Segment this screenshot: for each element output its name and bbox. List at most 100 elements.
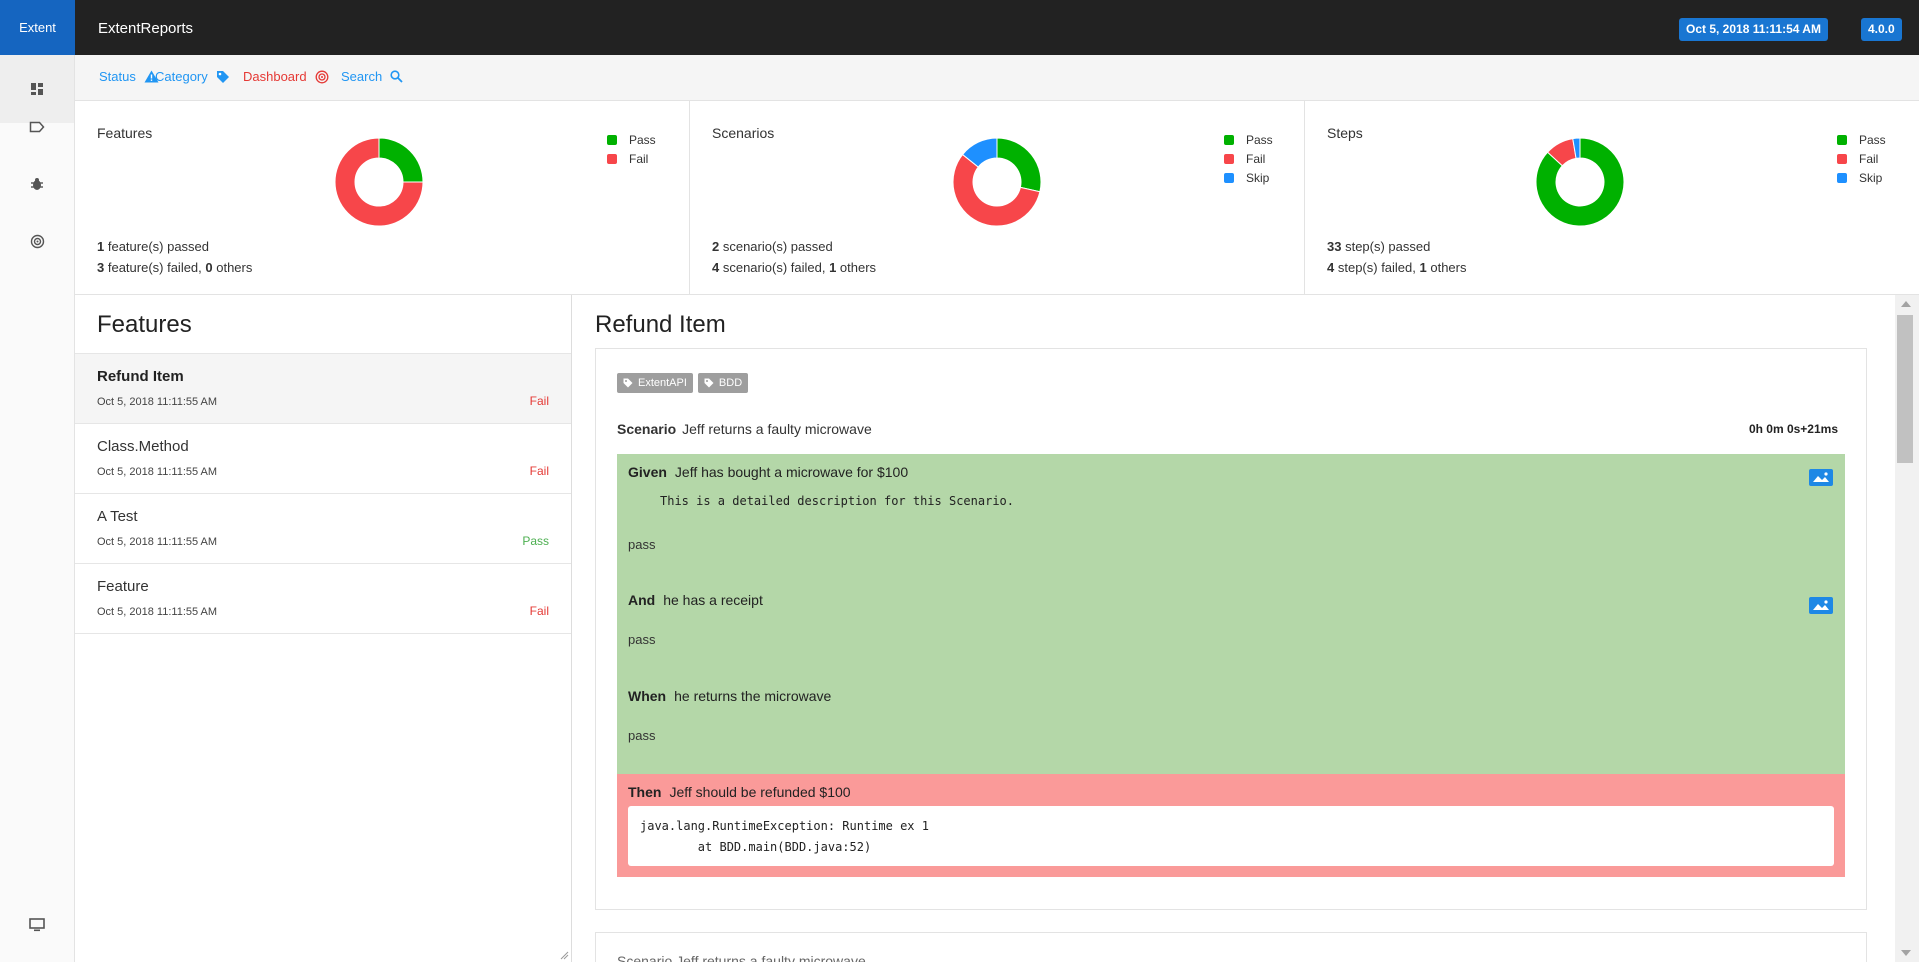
- sub-header: Status Category Dashboard Search: [75, 55, 1919, 101]
- dashboard-icon: [31, 83, 43, 95]
- nav-environment[interactable]: [0, 891, 74, 959]
- legend-fail: Fail: [1837, 149, 1886, 168]
- status-filter-label: Status: [99, 69, 136, 84]
- text: feature(s) passed: [104, 239, 210, 254]
- legend-skip-label: Skip: [1859, 170, 1883, 185]
- scroll-up-icon[interactable]: [1901, 301, 1911, 307]
- side-nav: [0, 55, 75, 962]
- dashboard-link[interactable]: Dashboard: [243, 69, 329, 84]
- steps-legend: Pass Fail Skip: [1837, 130, 1886, 187]
- features-list: Refund Item Oct 5, 2018 11:11:55 AM Fail…: [75, 353, 571, 634]
- pass-swatch: [1224, 134, 1234, 145]
- legend-pass: Pass: [607, 130, 656, 149]
- donut-slice-pass[interactable]: [378, 137, 424, 183]
- dashboard-row: Features Pass Fail 1 feature(s) passed 3…: [75, 101, 1919, 295]
- count: 1: [97, 239, 105, 254]
- legend-skip: Skip: [1224, 168, 1273, 187]
- list-item[interactable]: Refund Item Oct 5, 2018 11:11:55 AM Fail: [75, 354, 571, 424]
- donut-slice-pass[interactable]: [996, 137, 1042, 193]
- tag-icon: [29, 121, 45, 133]
- nav-dashboard[interactable]: [0, 55, 74, 123]
- page-scrollbar[interactable]: [1895, 295, 1919, 962]
- text: step(s) passed: [1341, 239, 1431, 254]
- scenario-name: Jeff returns a faulty microwave: [682, 421, 872, 437]
- features-donut: [334, 137, 424, 227]
- features-list-title: Features: [97, 311, 192, 338]
- tag-badge[interactable]: BDD: [697, 373, 749, 393]
- brand-logo[interactable]: Extent: [0, 0, 75, 55]
- scrollbar-thumb[interactable]: [1897, 315, 1913, 463]
- donut-slice-skip[interactable]: [961, 137, 998, 168]
- scenarios-failed-line: 4 scenario(s) failed, 1 others: [712, 260, 876, 275]
- nav-radar[interactable]: [0, 207, 74, 275]
- donut-slice-fail[interactable]: [952, 153, 1041, 227]
- step-log: pass: [628, 632, 656, 647]
- step-text: Jeff has bought a microwave for $100: [674, 464, 909, 480]
- status-filter[interactable]: Status: [99, 69, 159, 84]
- status-label: Fail: [529, 394, 549, 408]
- failed-step-block: Then Jeff should be refunded $100 java.la…: [617, 774, 1845, 877]
- list-item[interactable]: Feature Oct 5, 2018 11:11:55 AM Fail: [75, 564, 571, 634]
- donut-slice-pass[interactable]: [1535, 137, 1625, 227]
- tag-label: ExtentAPI: [638, 377, 687, 389]
- donut-slice-skip[interactable]: [1572, 137, 1581, 159]
- exception-stacktrace: java.lang.RuntimeException: Runtime ex 1…: [628, 806, 1834, 866]
- bug-icon: [31, 178, 43, 190]
- count: 2: [712, 239, 720, 254]
- search-link[interactable]: Search: [341, 69, 403, 84]
- step-keyword: Then: [628, 784, 662, 800]
- screenshot-icon[interactable]: [1809, 597, 1833, 614]
- list-item-name: A Test: [97, 508, 138, 525]
- legend-fail-label: Fail: [1246, 151, 1266, 166]
- legend-fail-label: Fail: [1859, 151, 1879, 166]
- step-text: Jeff should be refunded $100: [669, 784, 851, 800]
- tag-badge[interactable]: ExtentAPI: [617, 373, 693, 393]
- tag-icon: [216, 70, 229, 83]
- tag-icon: [704, 378, 714, 388]
- tag-label: BDD: [718, 377, 743, 389]
- pass-swatch: [607, 134, 617, 145]
- version-badge: 4.0.0: [1861, 18, 1902, 41]
- nav-bugs[interactable]: [0, 150, 74, 218]
- nav-tags[interactable]: [0, 93, 74, 161]
- legend-fail: Fail: [607, 149, 656, 168]
- features-legend: Pass Fail: [607, 130, 656, 168]
- card-title: Features: [97, 125, 153, 141]
- report-date-badge: Oct 5, 2018 11:11:54 AM: [1679, 18, 1828, 41]
- list-item-name: Feature: [97, 578, 149, 595]
- category-filter[interactable]: Category: [155, 69, 230, 84]
- scroll-down-icon[interactable]: [1901, 950, 1911, 956]
- status-label: Fail: [529, 604, 549, 618]
- donut-slice-fail[interactable]: [334, 137, 424, 227]
- count: 0: [205, 260, 213, 275]
- list-item[interactable]: A Test Oct 5, 2018 11:11:55 AM Pass: [75, 494, 571, 564]
- monitor-icon: [29, 918, 45, 932]
- legend-pass-label: Pass: [629, 132, 656, 147]
- radar-icon: [30, 234, 44, 248]
- dashboard-link-label: Dashboard: [243, 69, 307, 84]
- step-text: he returns the microwave: [674, 688, 832, 704]
- steps-passed-line: 33 step(s) passed: [1327, 239, 1430, 254]
- fail-swatch: [607, 153, 617, 164]
- test-title: Refund Item: [595, 311, 726, 338]
- scenario-keyword: Scenario: [617, 421, 677, 437]
- step-keyword: And: [628, 592, 656, 608]
- passed-steps-block: Given Jeff has bought a microwave for $10…: [617, 454, 1845, 774]
- legend-pass: Pass: [1837, 130, 1886, 149]
- scenarios-passed-line: 2 scenario(s) passed: [712, 239, 833, 254]
- skip-swatch: [1224, 172, 1234, 183]
- resize-grip-icon[interactable]: [559, 950, 569, 960]
- scenarios-legend: Pass Fail Skip: [1224, 130, 1273, 187]
- text: scenario(s) failed,: [719, 260, 830, 275]
- list-item[interactable]: Class.Method Oct 5, 2018 11:11:55 AM Fai…: [75, 424, 571, 494]
- next-scenario-heading: Scenario Jeff returns a faulty microwave: [617, 953, 866, 962]
- count: 4: [1327, 260, 1335, 275]
- screenshot-icon[interactable]: [1809, 469, 1833, 486]
- count: 4: [712, 260, 720, 275]
- next-scenario-card: Scenario Jeff returns a faulty microwave: [595, 932, 1867, 962]
- tag-list: ExtentAPI BDD: [617, 373, 749, 393]
- status-label: Pass: [522, 534, 549, 548]
- search-icon: [390, 70, 403, 83]
- category-filter-label: Category: [155, 69, 208, 84]
- scenario-heading: Scenario Jeff returns a faulty microwave: [617, 421, 872, 437]
